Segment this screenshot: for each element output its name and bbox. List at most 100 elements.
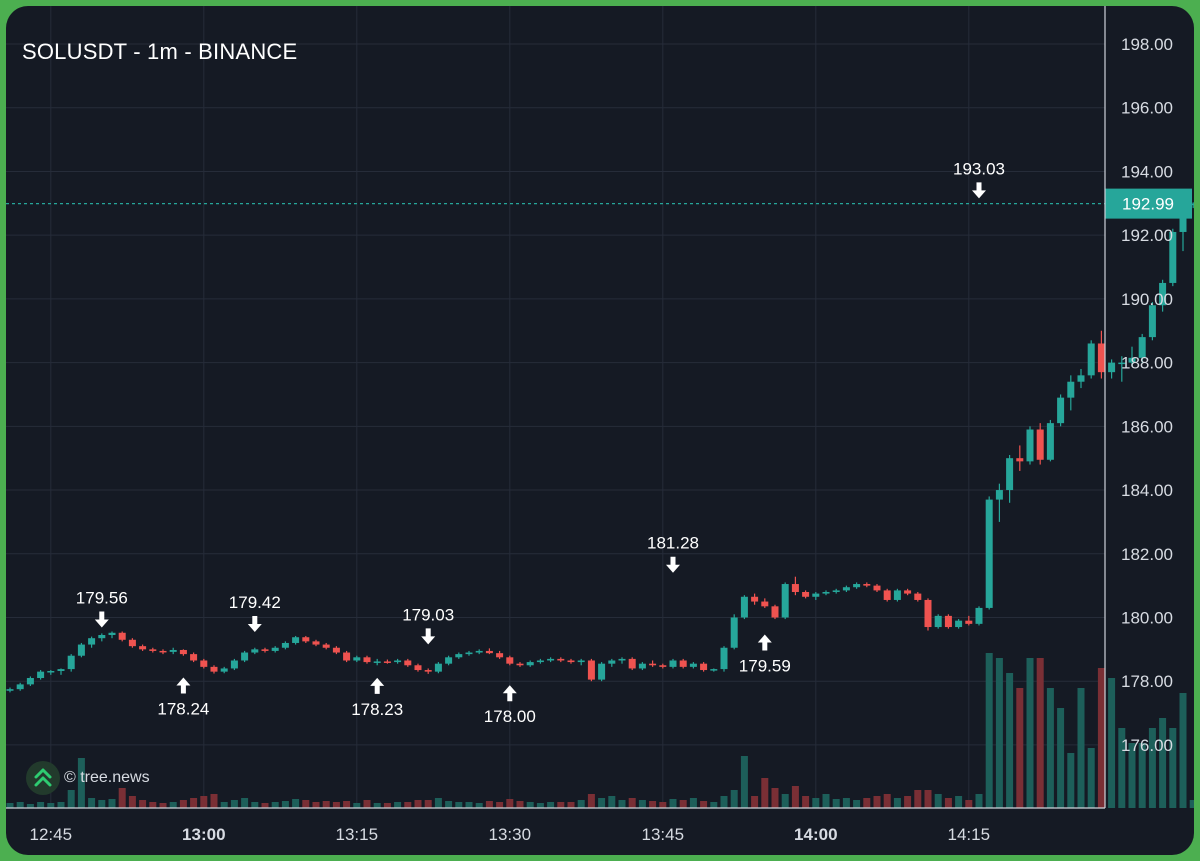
chart-title: SOLUSDT - 1m - BINANCE [22, 39, 298, 64]
high-price-label: 179.03 [402, 605, 454, 624]
volume-bar [220, 802, 228, 808]
volume-bar [47, 803, 55, 808]
candle-body [128, 639, 136, 647]
candle-body [322, 644, 330, 648]
candle-body [200, 660, 208, 667]
volume-bar [1077, 688, 1085, 808]
volume-bars [6, 653, 1194, 808]
candle-body [251, 649, 259, 653]
volume-bar [363, 800, 371, 808]
candle-body [373, 661, 381, 663]
volume-bar [618, 800, 626, 808]
price-chart[interactable]: 192.99 179.56 178.24 179.42 178.23 179.03 178… [6, 6, 1194, 855]
high-price-label: 181.28 [647, 534, 699, 553]
low-price-label: 178.23 [351, 700, 403, 719]
candle-body [975, 607, 983, 624]
volume-bar [98, 800, 106, 808]
candle-body [802, 591, 810, 597]
candle-body [37, 671, 45, 679]
candle-body [536, 660, 544, 663]
volume-bar [516, 801, 524, 808]
candle-body [312, 641, 320, 645]
candle-body [506, 657, 514, 664]
volume-bar [802, 796, 810, 808]
candle-body [985, 499, 993, 608]
candle-body [241, 652, 249, 661]
high-price-label: 193.03 [953, 159, 1005, 178]
candle-body [740, 596, 748, 618]
candle-body [863, 584, 871, 586]
candle-body [88, 638, 96, 645]
low-price-label: 178.24 [157, 700, 209, 719]
candle-body [853, 584, 861, 588]
volume-bar [485, 801, 493, 808]
volume-bar [995, 658, 1003, 808]
volume-bar [200, 796, 208, 808]
candle-body [353, 657, 361, 661]
candle-body [955, 620, 963, 628]
volume-bar [771, 788, 779, 808]
y-tick-label: 194.00 [1121, 162, 1173, 181]
volume-bar [628, 798, 636, 808]
x-tick-label: 12:45 [30, 825, 73, 844]
candle-body [1077, 375, 1085, 382]
candle-body [587, 660, 595, 680]
candle-body [261, 649, 269, 651]
arrow-up-icon [176, 677, 191, 694]
watermark-text: © tree.news [64, 769, 150, 786]
candle-body [179, 649, 187, 655]
tree-news-logo-icon [26, 761, 60, 795]
candle-body [26, 678, 34, 685]
volume-bar [77, 758, 85, 808]
volume-bar [1128, 743, 1136, 808]
last-price-label: 192.99 [1122, 195, 1174, 214]
candle-body [57, 669, 65, 672]
price-annotations: 179.56 178.24 179.42 178.23 179.03 178.00 181.… [76, 159, 1005, 726]
volume-bar [1046, 688, 1054, 808]
candle-body [893, 590, 901, 600]
candle-body [383, 661, 391, 663]
volume-bar [57, 802, 65, 808]
volume-bar [536, 803, 544, 808]
volume-bar [1057, 708, 1065, 808]
volume-bar [853, 800, 861, 808]
volume-bar [190, 798, 198, 808]
y-tick-label: 188.00 [1121, 354, 1173, 373]
volume-bar [608, 796, 616, 808]
candle-body [1036, 429, 1044, 460]
volume-bar [434, 798, 442, 808]
candle-body [118, 632, 126, 640]
volume-bar [812, 798, 820, 808]
candle-body [751, 596, 759, 602]
volume-bar [598, 798, 606, 808]
volume-bar [649, 801, 657, 808]
volume-bar [1189, 800, 1194, 808]
grid [6, 6, 1105, 808]
candle-body [1087, 343, 1095, 376]
candle-body [292, 637, 300, 643]
candle-body [781, 584, 789, 618]
volume-bar [904, 796, 912, 808]
y-tick-label: 186.00 [1121, 417, 1173, 436]
y-tick-label: 190.00 [1121, 290, 1173, 309]
volume-bar [1026, 658, 1034, 808]
volume-bar [210, 794, 218, 808]
candle-body [904, 590, 912, 594]
candle-body [1108, 362, 1116, 373]
volume-bar [700, 801, 708, 808]
volume-bar [679, 800, 687, 808]
volume-bar [547, 802, 555, 808]
last-price-tag [1105, 188, 1192, 219]
high-marker: 179.03 [402, 605, 454, 645]
volume-bar [1036, 658, 1044, 808]
candle-body [98, 635, 106, 639]
arrow-down-icon [666, 556, 680, 573]
volume-bar [261, 803, 269, 808]
volume-bar [842, 798, 850, 808]
volume-bar [1067, 753, 1075, 808]
x-tick-label: 13:30 [489, 825, 532, 844]
volume-bar [1138, 743, 1146, 808]
volume-bar [465, 802, 473, 808]
volume-bar [822, 794, 830, 808]
volume-bar [975, 794, 983, 808]
